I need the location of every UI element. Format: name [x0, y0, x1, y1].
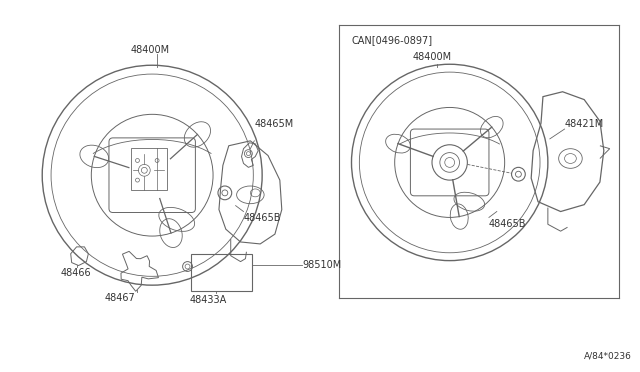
Text: 48467: 48467 [104, 293, 135, 303]
Text: CAN[0496-0897]: CAN[0496-0897] [351, 35, 433, 45]
Text: 48465B: 48465B [243, 212, 281, 222]
Text: 48466: 48466 [61, 269, 92, 279]
Text: 98510M: 98510M [303, 260, 342, 270]
Text: 48465M: 48465M [254, 119, 294, 129]
Text: 48421M: 48421M [564, 119, 604, 129]
Text: 48433A: 48433A [189, 295, 227, 305]
Text: 48400M: 48400M [131, 45, 170, 55]
Text: A/84*0236: A/84*0236 [584, 352, 632, 361]
Text: 48400M: 48400M [412, 52, 451, 62]
Text: 48465B: 48465B [489, 219, 527, 230]
